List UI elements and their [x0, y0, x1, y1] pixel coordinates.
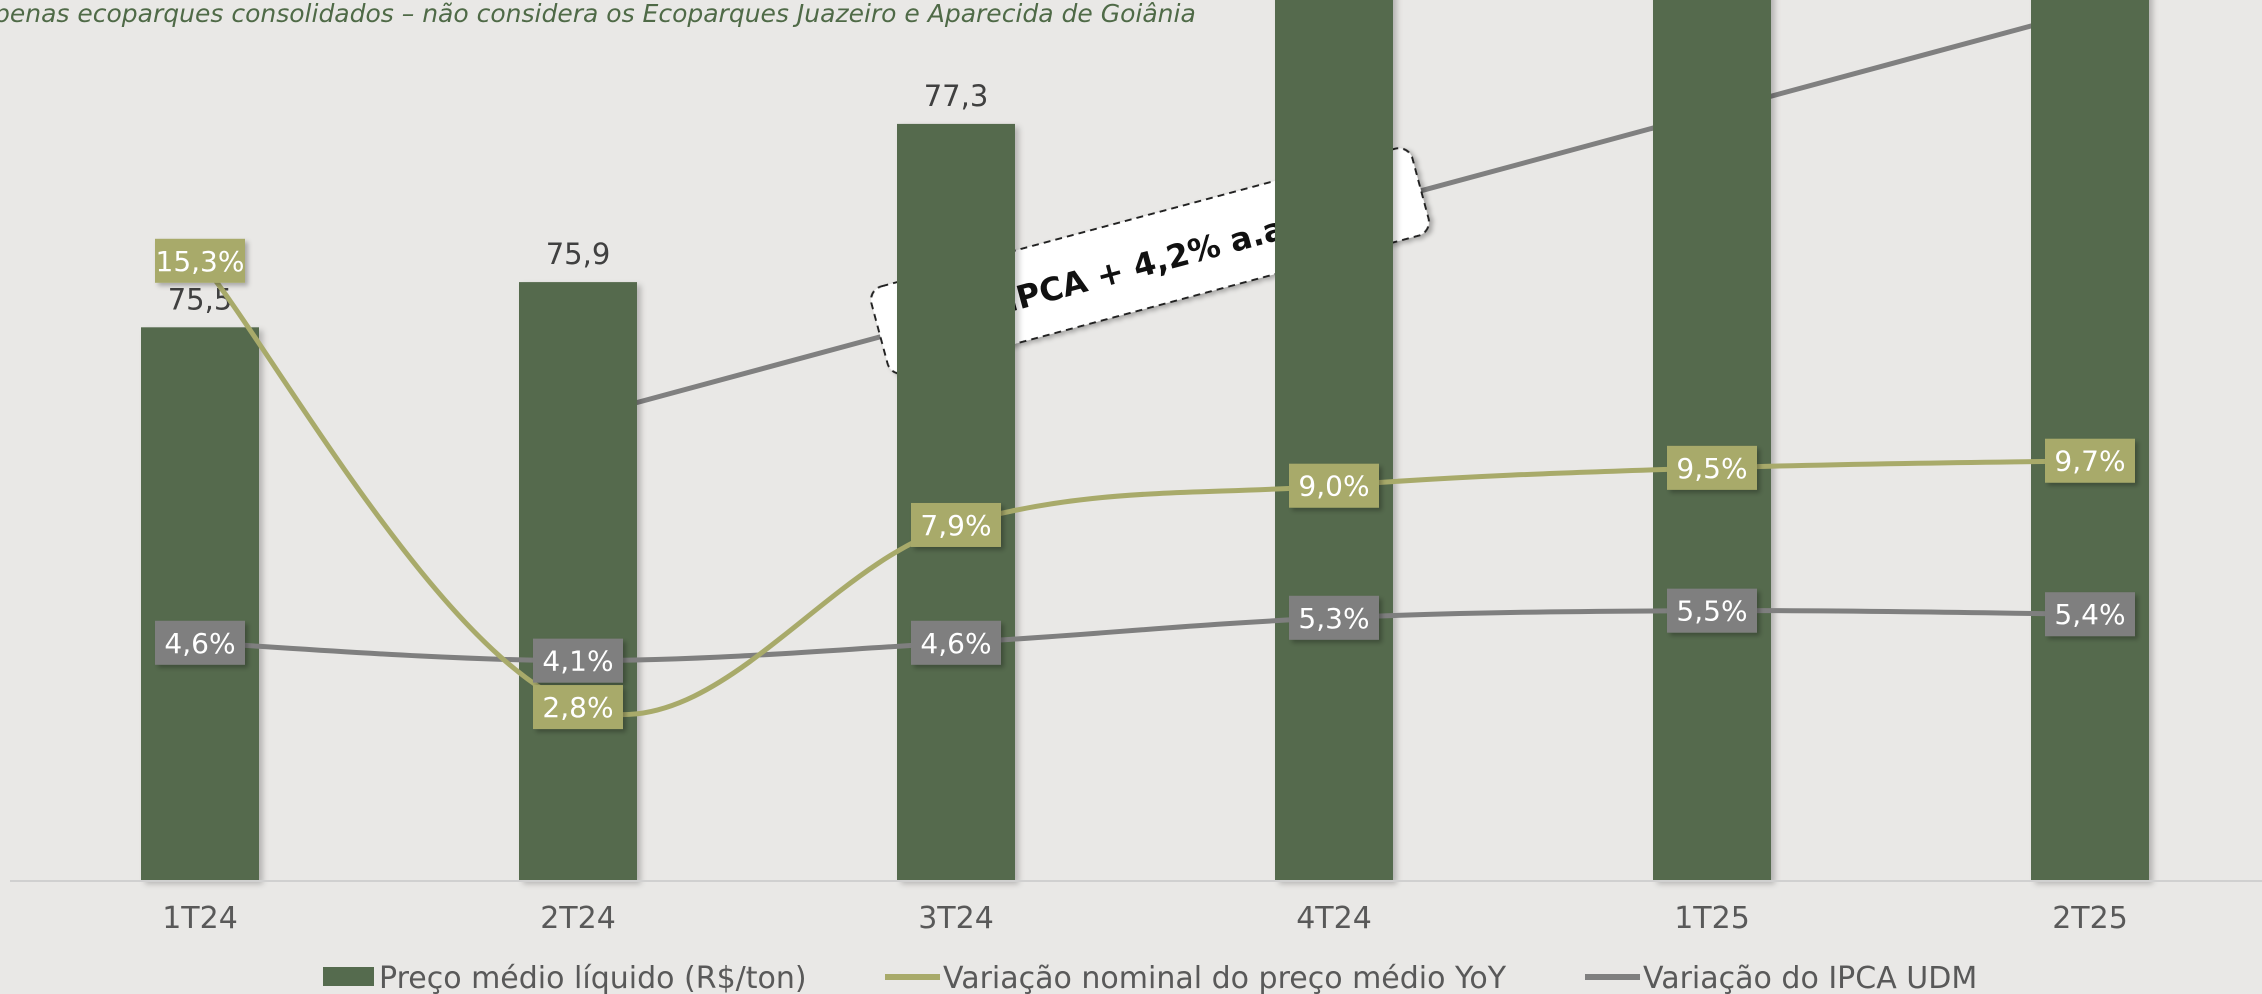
nominal-label-box	[1667, 445, 1757, 490]
legend-label-ipca: Variação do IPCA UDM	[1643, 961, 1977, 994]
chart-subtitle: penas ecoparques consolidados – não cons…	[0, 0, 1196, 28]
ipca-value-label: 5,4%	[2054, 598, 2125, 631]
ipca-label-box	[911, 620, 1001, 665]
ipca-value-label: 5,3%	[1298, 602, 1369, 635]
bar-2T24	[519, 282, 637, 882]
nominal-label-box	[911, 502, 1001, 547]
x-tick-label: 3T24	[918, 901, 994, 936]
nominal-value-label: 9,0%	[1298, 470, 1369, 503]
bar-1T24	[141, 327, 259, 881]
ipca-value-label: 4,6%	[920, 627, 991, 660]
nominal-line	[197, 258, 2093, 717]
nominal-value-label: 9,7%	[2054, 445, 2125, 478]
legend-label-nominal: Variação nominal do preço médio YoY	[943, 961, 1507, 994]
ipca-line	[197, 608, 2093, 664]
ipca-value-label: 4,1%	[542, 645, 613, 678]
nominal-label-box	[155, 238, 245, 283]
ipca-label-box	[533, 638, 623, 683]
ipca-value-label: 5,5%	[1676, 595, 1747, 628]
nominal-value-label: 9,5%	[1676, 452, 1747, 485]
x-tick-label: 1T25	[1674, 901, 1750, 936]
nominal-value-label: 7,9%	[920, 509, 991, 542]
nominal-value-label: 15,3%	[156, 245, 245, 278]
x-tick-label: 1T24	[162, 901, 238, 936]
bar-value-label: 77,3	[924, 79, 989, 113]
nominal-label-box	[1289, 463, 1379, 508]
ipca-label-box	[1289, 595, 1379, 640]
bar-3T24	[897, 123, 1015, 881]
legend-label-bar: Preço médio líquido (R$/ton)	[379, 961, 807, 994]
legend-swatch-bar	[323, 967, 374, 986]
bar-1T25	[1653, 0, 1771, 881]
ipca-value-label: 4,6%	[164, 627, 235, 660]
nominal-label-box	[533, 685, 623, 730]
ipca-label-box	[2045, 592, 2135, 637]
x-tick-label: 4T24	[1296, 901, 1372, 936]
legend: Preço médio líquido (R$/ton) Variação no…	[323, 961, 1977, 994]
nominal-label-box	[2045, 438, 2135, 483]
x-tick-label: 2T24	[540, 901, 616, 936]
ipca-label-box	[155, 620, 245, 665]
nominal-value-label: 2,8%	[542, 691, 613, 724]
ipca-label-box	[1667, 588, 1757, 633]
x-tick-label: 2T25	[2052, 901, 2128, 936]
bar-value-label: 75,9	[546, 237, 611, 271]
bar-4T24	[1275, 0, 1393, 881]
